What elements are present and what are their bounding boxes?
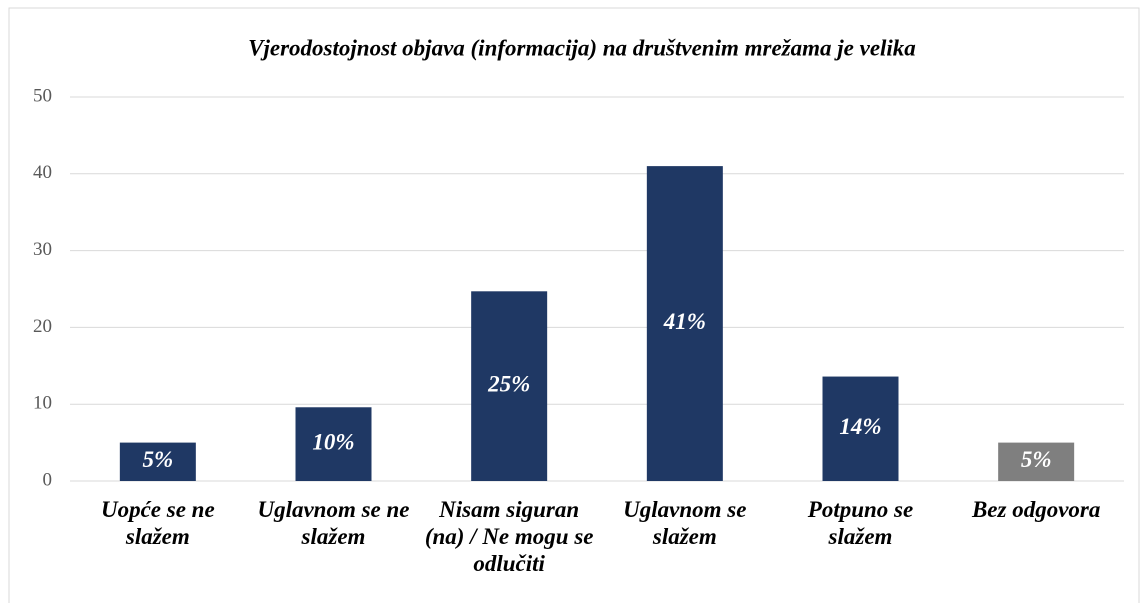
bar	[471, 291, 548, 481]
y-tick-label: 20	[33, 316, 52, 337]
x-tick-label: Uglavnom se slažem	[623, 497, 747, 549]
bar	[646, 166, 723, 481]
chart-border	[8, 7, 1140, 603]
x-tick-label: Nisam siguran (na) / Ne mogu se odlučiti	[424, 497, 594, 576]
x-tick-label: Bez odgovora	[971, 497, 1101, 522]
y-tick-label: 40	[33, 162, 52, 183]
bar	[822, 376, 899, 481]
y-tick-label: 0	[43, 469, 53, 490]
value-label: 25%	[487, 371, 530, 396]
bar	[295, 407, 372, 481]
y-tick-label: 50	[33, 85, 52, 106]
value-label: 5%	[142, 447, 173, 472]
y-tick-label: 10	[33, 393, 52, 414]
bar	[119, 442, 196, 481]
chart-title: Vjerodostojnost objava (informacija) na …	[248, 35, 916, 60]
x-tick-label: Uglavnom se ne slažem	[257, 497, 410, 549]
bar	[998, 442, 1075, 481]
value-label: 41%	[663, 309, 706, 334]
value-label: 14%	[839, 414, 881, 439]
x-tick-label: Potpuno se slažem	[807, 497, 914, 549]
value-label: 10%	[312, 429, 354, 454]
value-label: 5%	[1021, 447, 1052, 472]
y-tick-label: 30	[33, 239, 52, 260]
x-tick-label: Uopće se ne slažem	[100, 497, 215, 549]
